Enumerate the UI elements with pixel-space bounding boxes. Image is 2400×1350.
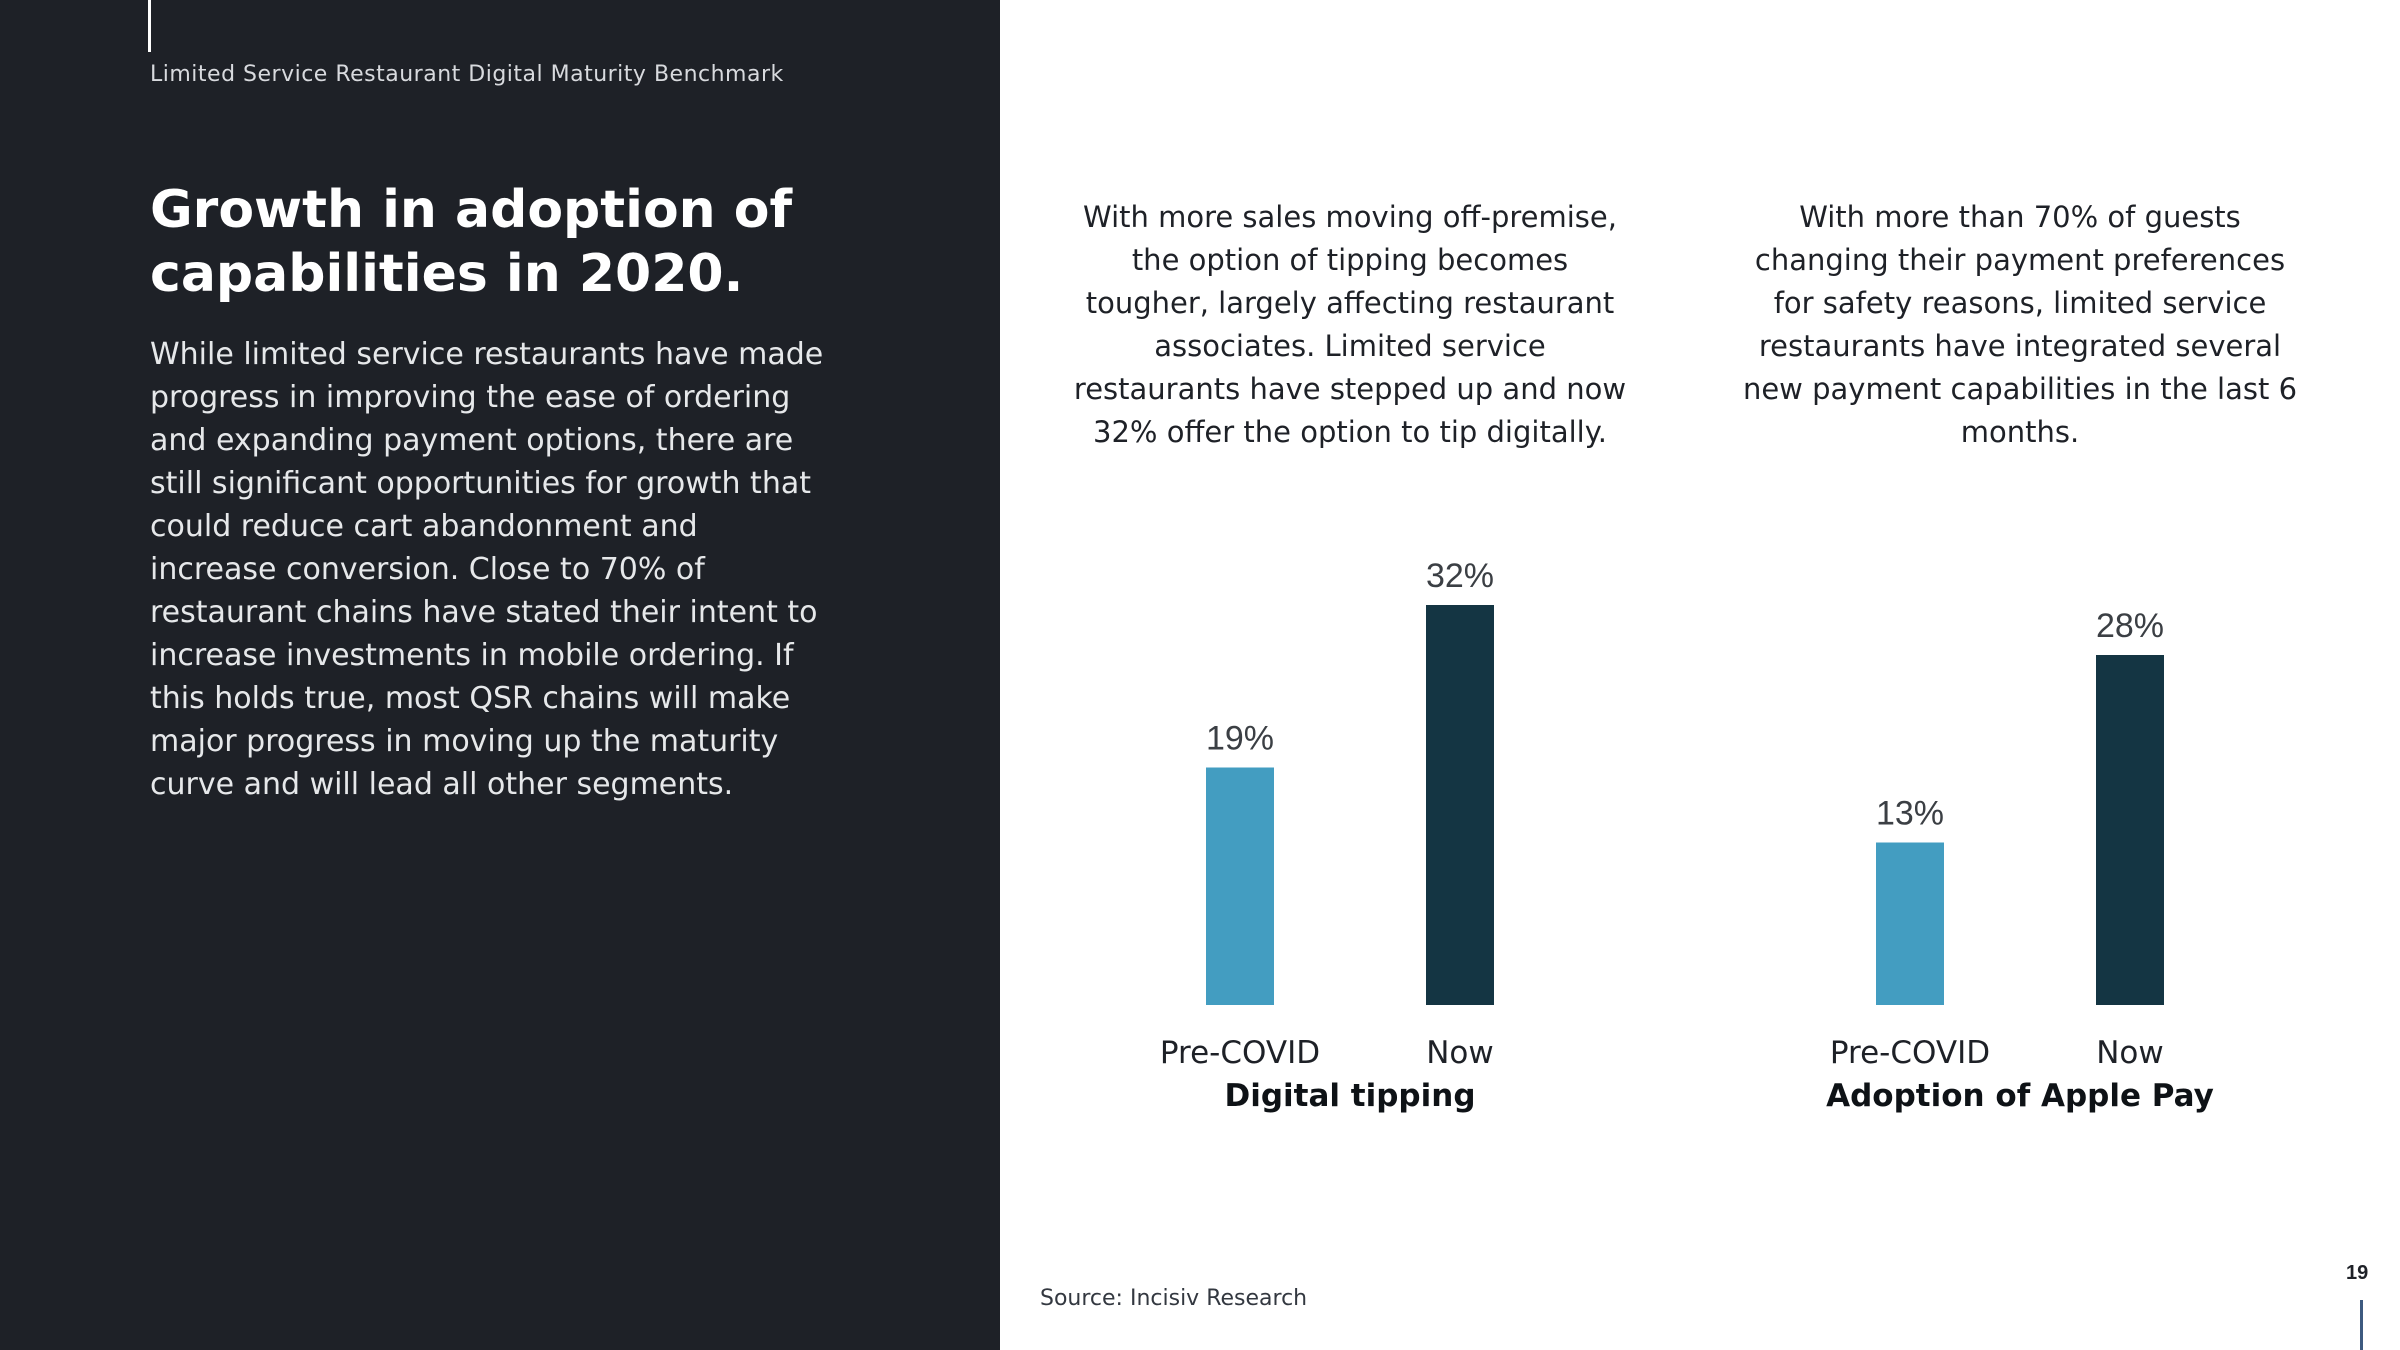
bar-now [2096,655,2164,1005]
chart-digital-tipping: With more sales moving off-premise, the … [1070,0,1630,1200]
data-label: 28% [2096,607,2164,645]
bar-chart-digital-tipping: 19% Pre-COVID 32% Now [1160,557,1494,1071]
category-label: Pre-COVID [1160,1035,1320,1071]
bar-chart-apple-pay: 13% Pre-COVID 28% Now [1830,607,2164,1071]
data-label: 13% [1876,795,1944,833]
page-accent-rule [2360,1300,2363,1350]
chart-title: Digital tipping [1224,1078,1476,1114]
source-note: Source: Incisiv Research [1040,1286,1308,1311]
chart-apple-pay: With more than 70% of guests changing th… [1740,0,2300,1200]
chart-title: Adoption of Apple Pay [1826,1078,2214,1114]
category-label: Pre-COVID [1830,1035,1990,1071]
slide-title: Growth in adoption of capabilities in 20… [150,180,793,304]
category-label: Now [1426,1035,1494,1071]
bar-pre-covid [1876,842,1944,1005]
top-accent-rule [148,0,151,52]
left-panel: Limited Service Restaurant Digital Matur… [0,0,1000,1350]
page-number: 19 [2346,1262,2369,1284]
header-label: Limited Service Restaurant Digital Matur… [150,62,784,87]
chart-description: With more sales moving off-premise, the … [1073,200,1627,449]
category-label: Now [2096,1035,2164,1071]
data-label: 32% [1426,557,1494,595]
body-text: While limited service restaurants have m… [150,337,824,802]
bar-pre-covid [1206,767,1274,1005]
data-label: 19% [1206,720,1274,758]
chart-description: With more than 70% of guests changing th… [1742,200,2298,449]
bar-now [1426,605,1494,1005]
